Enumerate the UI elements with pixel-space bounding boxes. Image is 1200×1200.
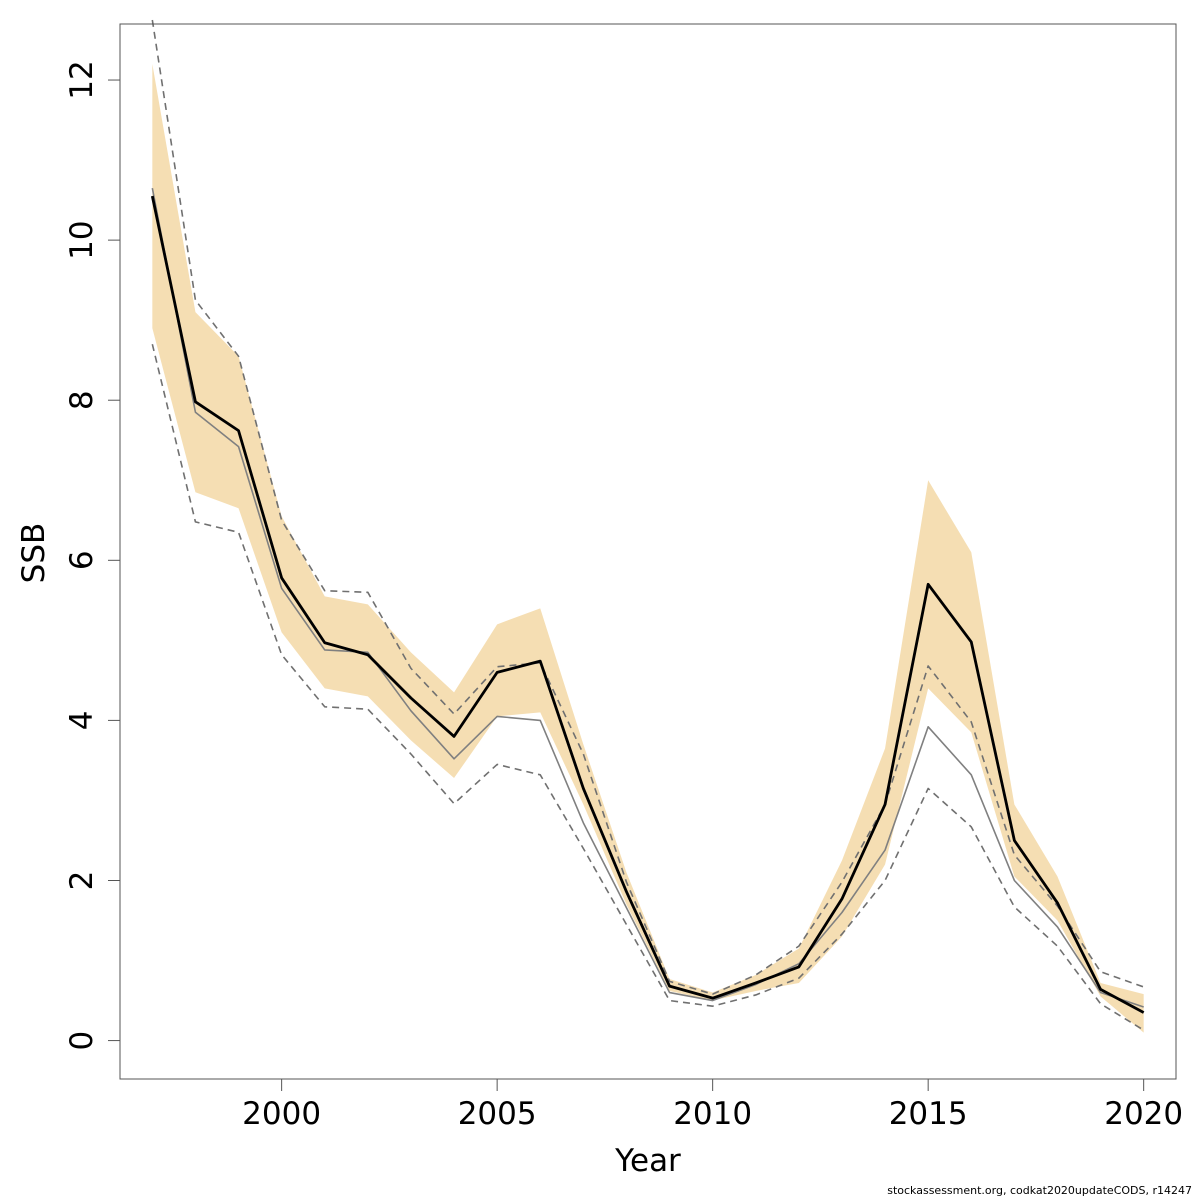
x-tick-label: 2015: [889, 1096, 968, 1132]
series-layer: [150, 19, 1145, 1031]
y-tick-label: 0: [64, 1031, 100, 1051]
y-tick-label: 10: [64, 220, 100, 259]
y-tick-label: 6: [64, 550, 100, 570]
x-tick-label: 2005: [458, 1096, 537, 1132]
series-line-3: [151, 343, 1145, 1031]
confidence-band: [152, 64, 1144, 1033]
series-line-1: [151, 187, 1144, 1008]
y-axis-title: SSB: [16, 523, 52, 584]
x-tick-label: 2000: [242, 1096, 321, 1132]
y-tick-label: 8: [64, 390, 100, 410]
series-line-2: [151, 19, 1144, 995]
confidence-band-layer: [152, 64, 1144, 1033]
plot-frame: [119, 23, 1177, 1080]
x-tick-label: 2010: [673, 1096, 752, 1132]
x-tick-label: 2020: [1104, 1096, 1183, 1132]
y-tick-label: 12: [64, 60, 100, 99]
x-axis: 2000 2005 2010 2015 2020: [242, 1079, 1183, 1132]
y-tick-label: 4: [64, 711, 100, 731]
x-axis-title: Year: [614, 1143, 681, 1179]
footnote: stockassessment.org, codkat2020updateCOD…: [887, 1184, 1192, 1197]
series-line-0: [150, 195, 1145, 1014]
y-tick-label: 2: [64, 871, 100, 891]
y-axis: 0 2 4 6 8 10 12: [64, 60, 120, 1050]
